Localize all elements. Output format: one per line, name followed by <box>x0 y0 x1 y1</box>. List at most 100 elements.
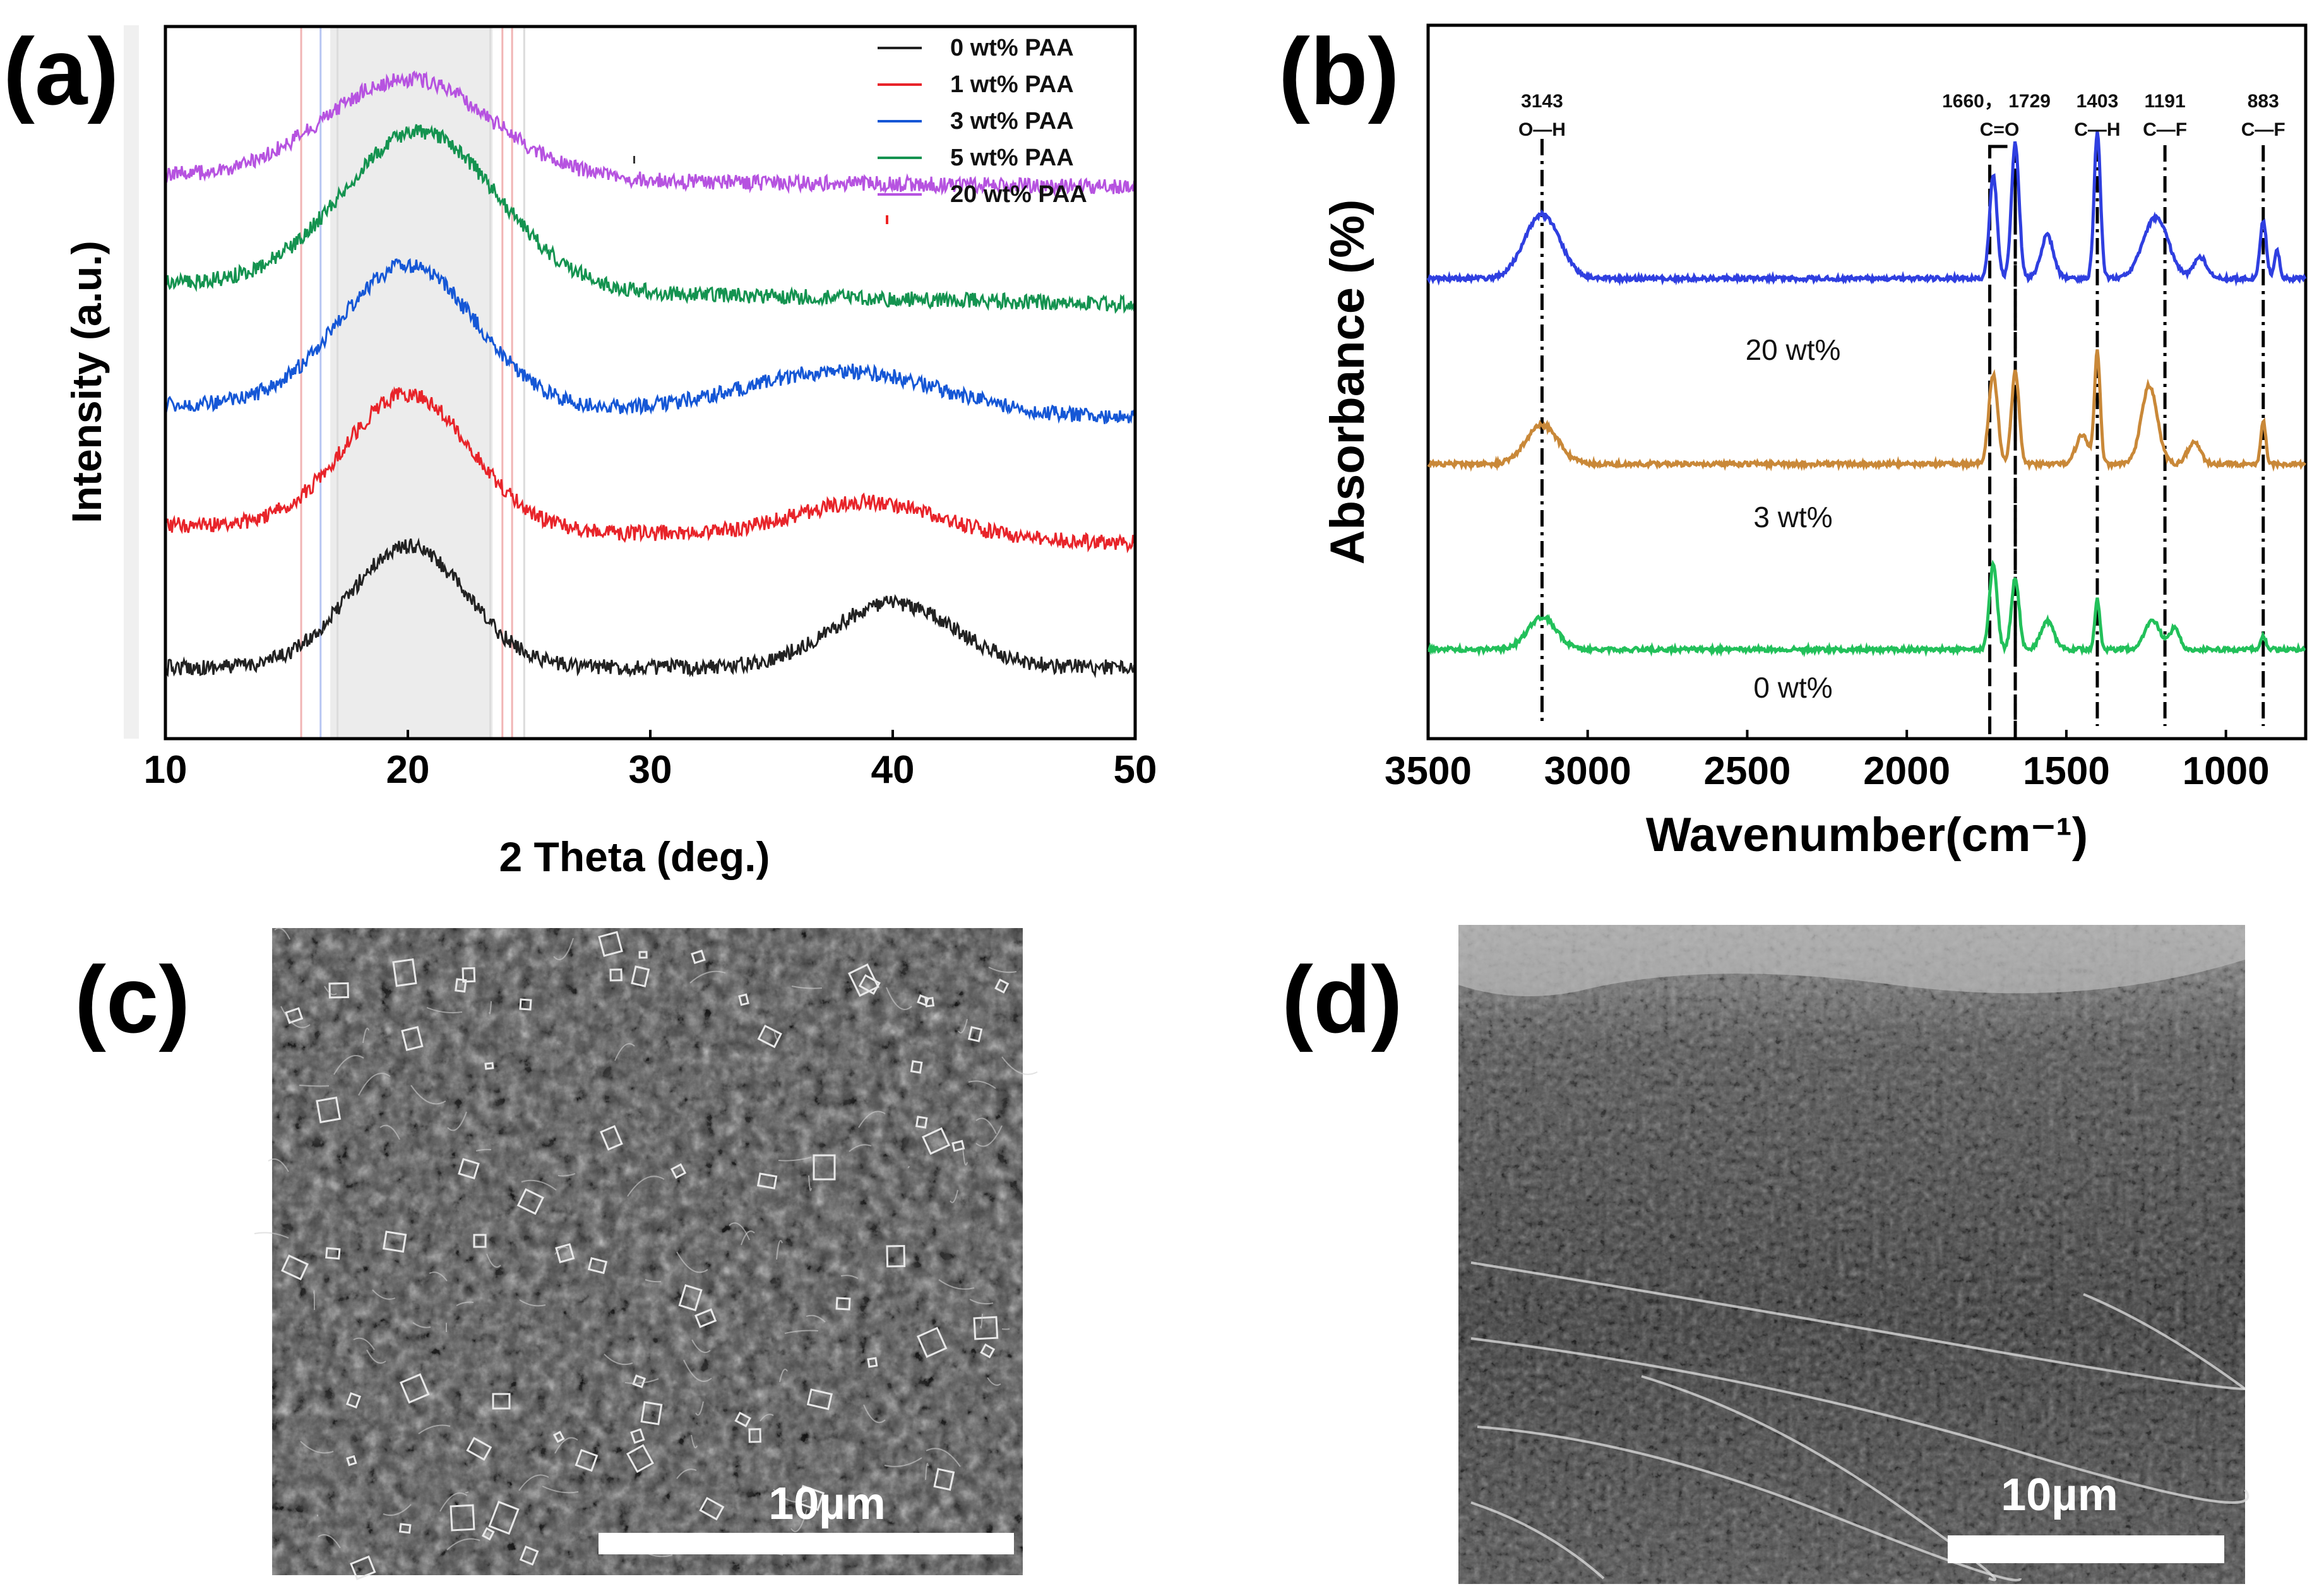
streak <box>938 1279 975 1290</box>
x-tick-label-b-2: 2500 <box>1703 749 1791 793</box>
crystal <box>609 968 623 982</box>
x-tick-label-a-2: 30 <box>629 748 672 792</box>
streak <box>689 970 726 984</box>
crystal <box>458 1158 480 1180</box>
scale-text-d: 10µm <box>2001 1470 2118 1520</box>
xrd-line-3 <box>164 124 1135 314</box>
crystal <box>640 1401 663 1426</box>
streak <box>645 1279 662 1283</box>
crystal <box>691 950 706 965</box>
streak <box>362 1027 369 1044</box>
crystal <box>516 1188 544 1215</box>
panel-label-a: (a) <box>3 18 119 124</box>
highlight-band-lines <box>300 27 525 739</box>
crystal <box>466 1436 492 1461</box>
ann-group-0: O—H <box>1518 119 1566 140</box>
crystal <box>835 1297 851 1311</box>
legend-a: 0 wt% PAA 1 wt% PAA 3 wt% PAA 5 wt% PAA 20 w… <box>878 35 1087 208</box>
streak <box>975 1125 1003 1147</box>
highlight-edge <box>124 25 139 739</box>
streak <box>614 1043 635 1061</box>
streak <box>926 1448 961 1467</box>
highlight-band <box>330 25 493 739</box>
streak <box>554 1437 578 1454</box>
crystal <box>734 1411 751 1427</box>
streak <box>773 1029 780 1040</box>
streak <box>858 1111 886 1128</box>
peak-annotations: 3143 O—H 1660， 1729 C=O 1403 C—H 1191 C—F 883 C—F <box>1518 91 2285 140</box>
streak <box>418 1424 451 1434</box>
ftir-line-1 <box>1427 349 2306 472</box>
plot-frame-b <box>1426 23 2308 741</box>
crystal <box>575 1449 599 1472</box>
sem-image-d: 10µm <box>1458 925 2250 1584</box>
streak <box>741 1230 755 1246</box>
crystal <box>806 1388 833 1410</box>
xrd-line-0 <box>164 537 1135 679</box>
crystal <box>867 1357 878 1368</box>
scale-bar-c <box>599 1533 1014 1554</box>
ann-group-4: C—F <box>2241 119 2285 140</box>
streak <box>333 1055 364 1075</box>
x-axis-title-b: Wavenumber(cm⁻¹) <box>1646 808 2088 862</box>
xrd-line-1 <box>164 386 1135 554</box>
panel-a: (a) 10 20 30 40 50 2 Theta (deg.) Intensity … <box>3 18 1157 880</box>
streak <box>383 1504 412 1516</box>
crystal <box>598 931 623 957</box>
sem-image-c: 10µm <box>254 927 1038 1581</box>
crystal <box>316 1096 342 1124</box>
streak <box>353 1337 375 1350</box>
streak <box>773 1489 807 1503</box>
x-tick-label-b-1: 3000 <box>1544 749 1631 793</box>
streak <box>884 1457 922 1467</box>
legend-label-1: 1 wt% PAA <box>950 71 1074 98</box>
ftir-line-0 <box>1427 559 2306 658</box>
streak <box>691 1339 711 1354</box>
x-tick-label-b-5: 1000 <box>2183 749 2270 793</box>
x-ticks-a: 10 20 30 40 50 <box>144 730 1157 792</box>
crystal <box>678 1284 703 1312</box>
ann-group-1: C=O <box>1980 119 2020 140</box>
streak <box>412 1322 431 1328</box>
legend-label-4: 20 wt% PAA <box>950 181 1087 208</box>
series-label-3: 3 wt% <box>1753 501 1832 533</box>
ridge-1 <box>1470 1337 2250 1504</box>
streak <box>254 1232 289 1239</box>
streak <box>274 927 290 940</box>
streak <box>760 1414 774 1422</box>
x-axis-title-a: 2 Theta (deg.) <box>499 833 770 880</box>
streak <box>975 1117 997 1134</box>
crystal <box>967 1026 983 1042</box>
crystal <box>886 1245 906 1268</box>
streak <box>779 1368 788 1383</box>
streak <box>624 1378 659 1385</box>
streak <box>695 1401 704 1416</box>
xrd-line-4 <box>164 70 1135 198</box>
xrd-series-group <box>164 70 1135 679</box>
crystal <box>519 1545 539 1566</box>
streak <box>475 1148 492 1152</box>
crystal <box>462 967 476 983</box>
crystal <box>398 1523 412 1534</box>
stray-tick-red <box>886 215 888 224</box>
crystal <box>473 1234 487 1248</box>
scale-text-c: 10µm <box>768 1479 886 1529</box>
co-bracket-box <box>1988 145 2017 741</box>
crystal <box>552 1431 565 1443</box>
sem-streaks-c <box>254 927 1038 1557</box>
streak <box>300 1441 334 1454</box>
ann-value-3: 1191 <box>2145 91 2186 112</box>
streak <box>426 1007 463 1014</box>
crystal <box>400 1373 430 1404</box>
crystal <box>973 1316 999 1340</box>
streak <box>429 1271 448 1282</box>
streak <box>840 1275 859 1279</box>
streak <box>691 1434 698 1449</box>
top-edge <box>1458 925 2245 996</box>
streak <box>372 1289 396 1300</box>
crystal <box>915 1116 928 1129</box>
streak <box>604 1354 633 1366</box>
crystal <box>626 1444 655 1474</box>
x-tick-label-a-4: 50 <box>1114 748 1157 792</box>
streak <box>542 1486 579 1494</box>
